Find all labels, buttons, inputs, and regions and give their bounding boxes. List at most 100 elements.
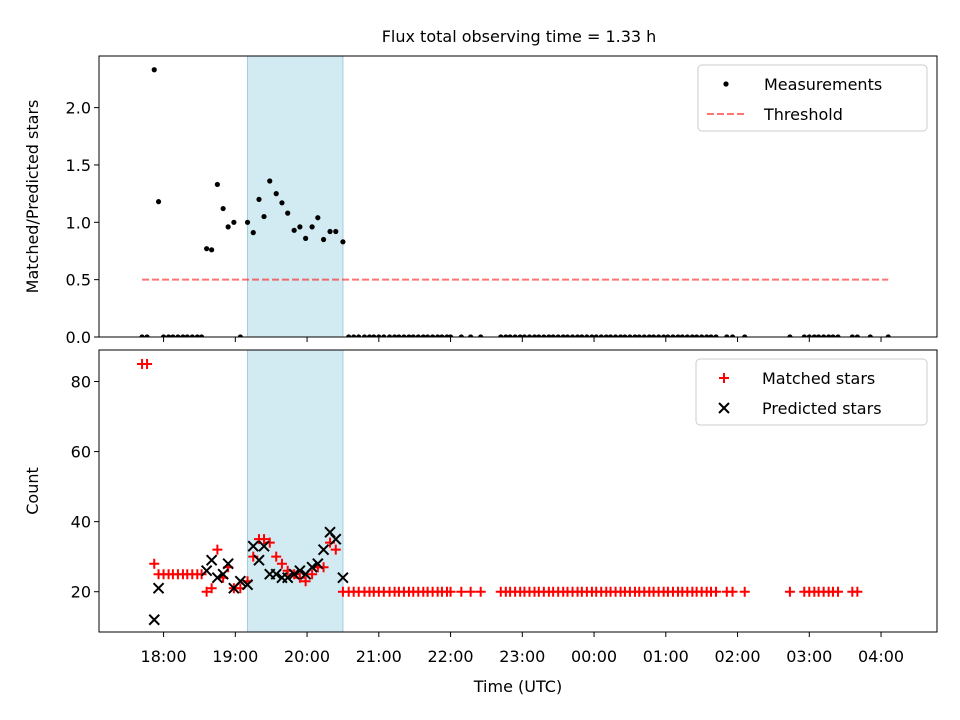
axes-frame bbox=[98, 55, 938, 338]
count-panel: 20 40 60 80 18:00 19:00 20:00 21:00 22:00 23:00 00… bbox=[23, 349, 938, 696]
measurement-point bbox=[204, 246, 210, 252]
y-tick-label: 2.0 bbox=[66, 99, 91, 118]
measurement-point bbox=[729, 334, 736, 337]
measurement-point bbox=[675, 334, 681, 337]
y-tick-label: 0.0 bbox=[66, 328, 91, 347]
measurement-point bbox=[315, 215, 321, 221]
measurement-point bbox=[447, 334, 454, 337]
measurement-point bbox=[401, 334, 407, 337]
measurement-point bbox=[617, 334, 624, 337]
measurement-point bbox=[155, 199, 162, 205]
y-tick-label: 20 bbox=[71, 583, 91, 602]
measurement-point bbox=[811, 334, 817, 337]
measurement-point bbox=[406, 334, 412, 337]
measurement-point bbox=[144, 334, 150, 337]
x-tick-label: 22:00 bbox=[428, 647, 474, 666]
matched-star-point bbox=[727, 586, 738, 597]
y-tick-label: 60 bbox=[71, 443, 91, 462]
measurement-point bbox=[560, 334, 566, 337]
y-axis-label: Matched/Predicted stars bbox=[23, 100, 42, 294]
measurement-point bbox=[694, 334, 700, 337]
measurement-point bbox=[410, 334, 416, 337]
matched-star-point bbox=[456, 586, 467, 597]
measurement-point bbox=[742, 334, 748, 337]
measurement-point bbox=[713, 334, 719, 337]
measurement-point bbox=[478, 334, 484, 337]
measurement-point bbox=[381, 334, 387, 337]
measurement-point bbox=[498, 334, 504, 337]
measurement-point bbox=[574, 334, 581, 337]
predicted-star-point bbox=[281, 571, 294, 584]
measurement-point bbox=[512, 334, 518, 337]
measurement-point bbox=[340, 239, 346, 245]
measurement-point bbox=[458, 334, 464, 337]
measurement-point bbox=[184, 334, 190, 337]
measurement-point bbox=[854, 334, 860, 337]
measurement-point bbox=[386, 334, 393, 337]
predicted-star-point bbox=[258, 540, 270, 552]
measurement-point bbox=[699, 334, 705, 337]
predicted-star-point bbox=[205, 554, 218, 566]
measurement-point bbox=[564, 334, 571, 337]
predicted-star-point bbox=[253, 554, 265, 566]
y-axis-label: Count bbox=[23, 467, 42, 515]
measurement-point bbox=[665, 334, 671, 337]
measurement-point bbox=[536, 334, 542, 337]
x-tick-label: 04:00 bbox=[858, 647, 904, 666]
measurement-point bbox=[641, 334, 647, 337]
measurement-point bbox=[607, 334, 614, 337]
legend: Matched stars Predicted stars bbox=[695, 358, 928, 426]
legend: Measurements Threshold bbox=[697, 64, 928, 132]
measurement-point bbox=[175, 334, 181, 337]
matched-star-point bbox=[149, 558, 160, 569]
measurement-point bbox=[160, 334, 167, 337]
measurement-point bbox=[849, 334, 855, 337]
measurement-point bbox=[361, 334, 368, 337]
measurement-point bbox=[151, 67, 157, 73]
measurement-point bbox=[603, 334, 609, 337]
measurement-point bbox=[415, 334, 421, 337]
measurement-point bbox=[430, 334, 436, 337]
measurement-point bbox=[622, 334, 628, 337]
measurement-point bbox=[816, 334, 822, 337]
y-tick-label: 40 bbox=[71, 513, 91, 532]
measurement-point bbox=[256, 196, 262, 202]
measurement-point bbox=[309, 224, 315, 230]
measurement-point bbox=[214, 181, 220, 188]
measurement-point bbox=[327, 228, 333, 235]
measurement-point bbox=[684, 334, 690, 337]
measurement-point bbox=[821, 334, 827, 337]
x-tick-label: 23:00 bbox=[499, 647, 545, 666]
measurement-point bbox=[612, 334, 619, 337]
measurement-point bbox=[420, 334, 426, 337]
predicted-star-point bbox=[330, 533, 342, 545]
measurement-point bbox=[231, 219, 237, 225]
measurement-point bbox=[526, 334, 533, 337]
measurement-point bbox=[237, 334, 243, 337]
measurement-point bbox=[356, 334, 362, 337]
matched-star-point bbox=[784, 586, 795, 597]
predicted-star-point bbox=[200, 564, 213, 577]
measurement-point bbox=[646, 334, 652, 337]
measurement-point bbox=[801, 334, 807, 337]
measurement-point bbox=[189, 334, 195, 337]
measurement-point bbox=[679, 334, 685, 337]
legend-marker-measurements bbox=[723, 81, 729, 87]
predicted-star-point bbox=[337, 571, 349, 584]
measurement-point bbox=[170, 334, 176, 337]
legend-frame bbox=[695, 358, 928, 426]
x-tick-label: 18:00 bbox=[141, 647, 187, 666]
matched-star-point bbox=[259, 534, 270, 545]
legend-label: Matched stars bbox=[762, 369, 875, 388]
measurement-point bbox=[139, 334, 145, 337]
matched-star-point bbox=[206, 583, 217, 594]
measurement-point bbox=[507, 334, 513, 337]
measurement-point bbox=[589, 334, 595, 337]
matched-star-point bbox=[212, 544, 223, 555]
predicted-star-point bbox=[234, 575, 247, 587]
measurement-point bbox=[279, 200, 285, 206]
ratio-panel: 0.0 0.5 1.0 1.5 2.0 Matched/Predicted stars Me… bbox=[23, 55, 938, 347]
measurement-point bbox=[209, 247, 215, 253]
measurement-point bbox=[724, 334, 730, 337]
x-axis-label: Time (UTC) bbox=[473, 677, 562, 696]
